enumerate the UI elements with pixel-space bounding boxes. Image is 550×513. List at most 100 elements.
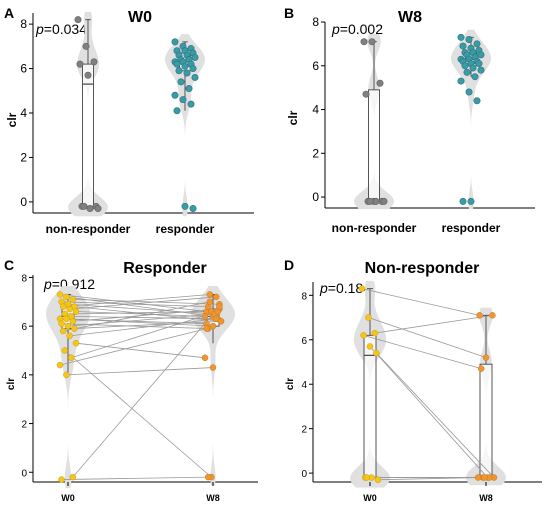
violin (451, 29, 491, 210)
panel-d: D Non-responder p=0.184 clr 0 2 4 6 8 W0 W8 (284, 257, 542, 503)
y-tick-label: 6 (312, 59, 319, 73)
data-point (185, 85, 193, 93)
pair-line (59, 294, 207, 312)
y-tick-label: 4 (20, 106, 27, 120)
data-point (465, 36, 473, 44)
data-point (471, 73, 479, 81)
pair-line (63, 301, 210, 332)
panel-a: A W0 p=0.034 clr 0 2 4 6 8 non-responder respo… (4, 5, 254, 236)
data-point (177, 78, 185, 86)
data-point (473, 97, 481, 105)
panel-letter: A (4, 5, 14, 21)
data-point (477, 66, 485, 74)
pair-line (75, 311, 206, 317)
y-axis-label: clr (285, 378, 296, 390)
y-axis-label: clr (286, 110, 300, 125)
data-point (86, 205, 94, 213)
chart-title: W0 (128, 9, 152, 26)
pair-line (67, 303, 215, 315)
pair-line (74, 320, 222, 329)
data-point (475, 60, 483, 68)
data-point (467, 197, 475, 205)
data-point-w8 (201, 313, 209, 320)
pair-line (72, 308, 220, 322)
y-tick-label: 2 (312, 146, 319, 160)
x-tick-label: non-responder (332, 221, 417, 235)
data-point-w0 (56, 291, 64, 298)
p-value: p=0.034 (35, 21, 87, 37)
y-axis-label: clr (6, 378, 17, 390)
data-point-w0 (365, 314, 372, 321)
data-point (80, 202, 88, 210)
data-point-w0 (56, 361, 64, 369)
data-point-w0 (61, 347, 69, 354)
data-point-w0 (66, 305, 73, 313)
data-point (461, 62, 469, 70)
data-point (459, 197, 467, 205)
pair-line (374, 314, 493, 334)
data-point (173, 60, 181, 68)
data-point (94, 205, 102, 213)
data-point-w8 (204, 473, 212, 481)
data-point (183, 69, 191, 77)
pair-line (61, 476, 209, 480)
data-point (191, 73, 199, 81)
data-point-w0 (69, 473, 77, 481)
pair-line (369, 346, 488, 478)
y-tick-label: 2 (301, 425, 307, 436)
data-point-w0 (374, 476, 382, 484)
data-point-w0 (71, 325, 78, 332)
violin (191, 286, 235, 486)
data-point-w0 (373, 349, 380, 357)
p-value: p=0.002 (331, 21, 383, 37)
data-point (362, 90, 370, 98)
data-point-w0 (63, 315, 70, 323)
data-point-w0 (59, 303, 67, 310)
box (82, 63, 94, 207)
data-point (376, 79, 384, 87)
data-point-w8 (477, 365, 485, 372)
pair-line (66, 367, 214, 376)
y-tick-label: 6 (21, 322, 27, 333)
x-tick-label: W0 (363, 493, 377, 503)
x-tick-label: responder (442, 221, 501, 235)
y-tick-label: 2 (21, 420, 27, 431)
pair-line (64, 350, 212, 478)
panel-letter: C (4, 257, 14, 273)
data-point (459, 42, 467, 50)
x-tick-label: non-responder (46, 222, 131, 236)
pair-line (75, 342, 206, 359)
y-tick-label: 0 (301, 469, 307, 480)
data-point (191, 53, 199, 61)
y-tick-label: 4 (312, 103, 319, 117)
data-point (463, 68, 471, 76)
data-point-w0 (59, 327, 67, 335)
data-point-w0 (58, 320, 65, 327)
pair-line (61, 301, 209, 308)
data-point-w0 (72, 339, 80, 347)
y-tick-label: 6 (301, 336, 307, 347)
data-point-w8 (481, 474, 488, 481)
chart-title: W8 (398, 9, 422, 26)
pair-line (63, 294, 210, 308)
pair-line (69, 296, 217, 310)
data-point-w8 (489, 312, 496, 319)
box (479, 363, 493, 479)
data-point (473, 40, 481, 48)
pair-line (72, 306, 220, 478)
data-point-w0 (64, 322, 72, 330)
data-point-w8 (476, 312, 483, 319)
data-point (360, 38, 368, 46)
data-point-w0 (363, 474, 371, 481)
y-tick-label: 0 (21, 468, 27, 479)
pair-line (67, 313, 215, 327)
data-point (368, 38, 376, 46)
y-axis-label: clr (5, 112, 19, 127)
y-tick-label: 0 (20, 195, 27, 209)
chart-title: Non-responder (365, 260, 480, 277)
panel-letter: B (284, 5, 294, 21)
data-point-w0 (63, 371, 70, 379)
data-point (173, 107, 181, 115)
x-tick-label: responder (156, 222, 215, 236)
